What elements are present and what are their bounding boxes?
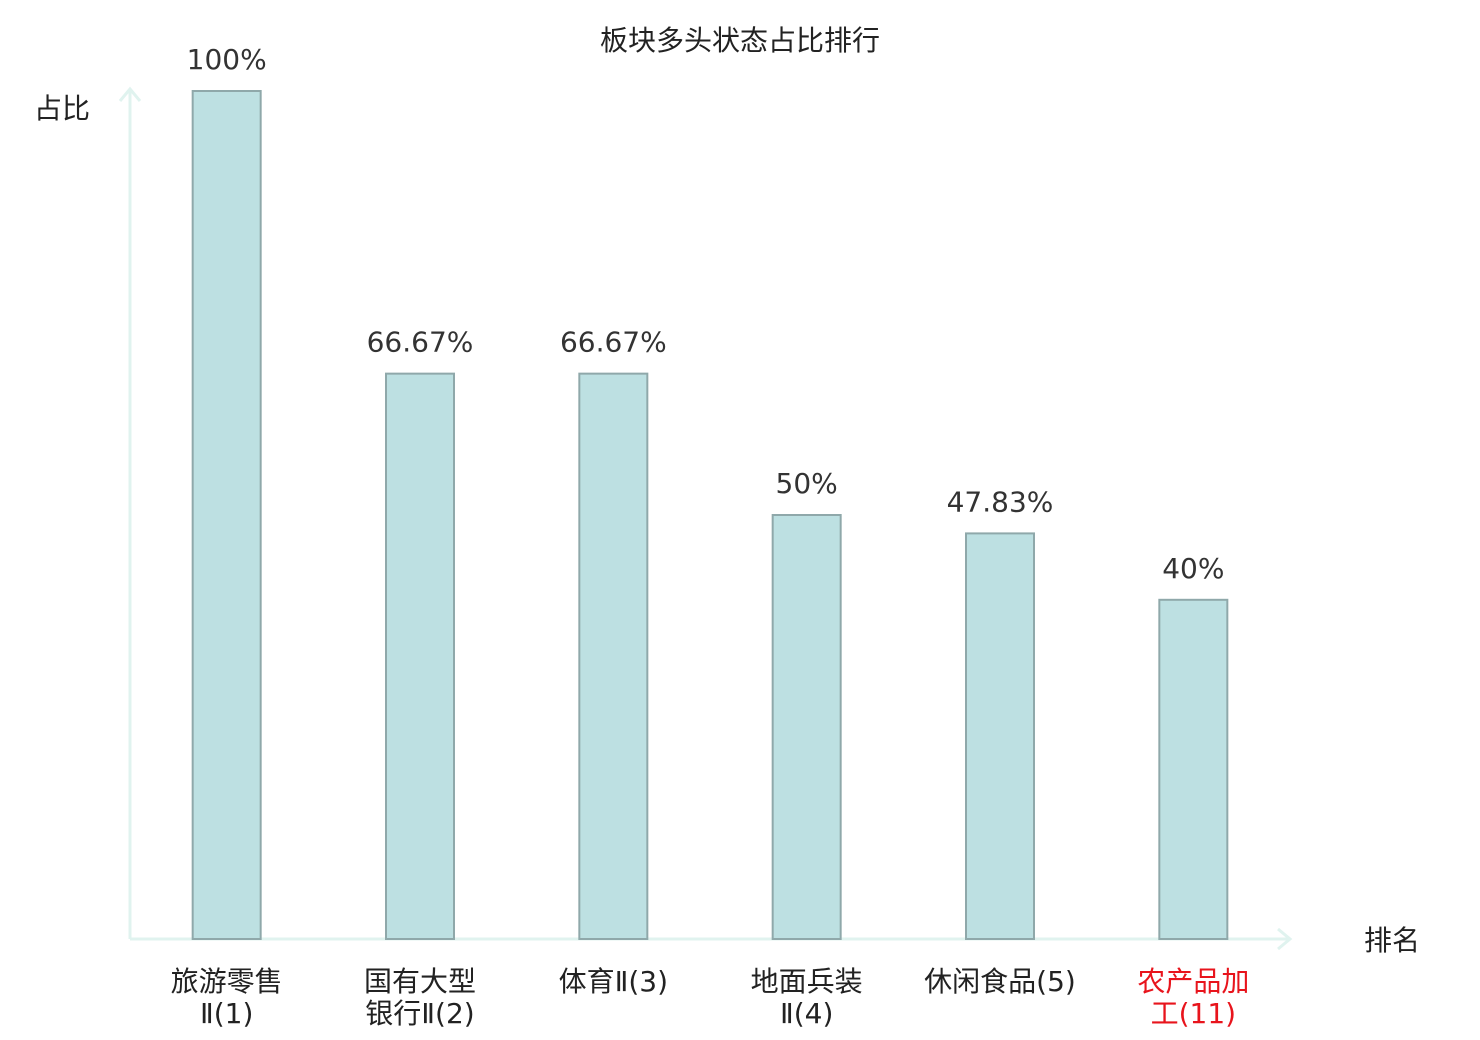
- value-label: 66.67%: [367, 326, 474, 359]
- value-label: 66.67%: [560, 326, 667, 359]
- x-tick-label: 地面兵装: [751, 965, 863, 998]
- y-axis-label: 占比: [34, 92, 90, 125]
- x-axis-label: 排名: [1364, 924, 1420, 957]
- chart-title: 板块多头状态占比排行: [600, 24, 880, 57]
- x-tick-label: 休闲食品(5): [924, 965, 1076, 998]
- value-label: 50%: [776, 467, 838, 500]
- x-tick-label: 国有大型: [364, 965, 476, 998]
- bar: [965, 532, 1035, 940]
- x-tick-label: 体育Ⅱ(3): [559, 965, 668, 998]
- x-tick-label: 农产品加: [1137, 965, 1249, 998]
- bar: [385, 372, 455, 940]
- value-label: 47.83%: [947, 485, 1054, 518]
- value-label: 100%: [187, 43, 267, 76]
- x-tick-label: Ⅱ(4): [780, 997, 833, 1030]
- value-label: 40%: [1162, 552, 1224, 585]
- x-tick-label: 银行Ⅱ(2): [365, 997, 474, 1030]
- bar: [1158, 598, 1229, 940]
- x-tick-label: 旅游零售: [171, 965, 283, 998]
- bar: [578, 372, 649, 940]
- bar: [771, 514, 842, 940]
- x-axis-arrow: [1277, 927, 1293, 951]
- y-axis-arrow: [118, 86, 142, 102]
- bar: [191, 90, 262, 940]
- x-tick-label: 工(11): [1151, 997, 1236, 1030]
- x-tick-label: Ⅱ(1): [200, 997, 253, 1030]
